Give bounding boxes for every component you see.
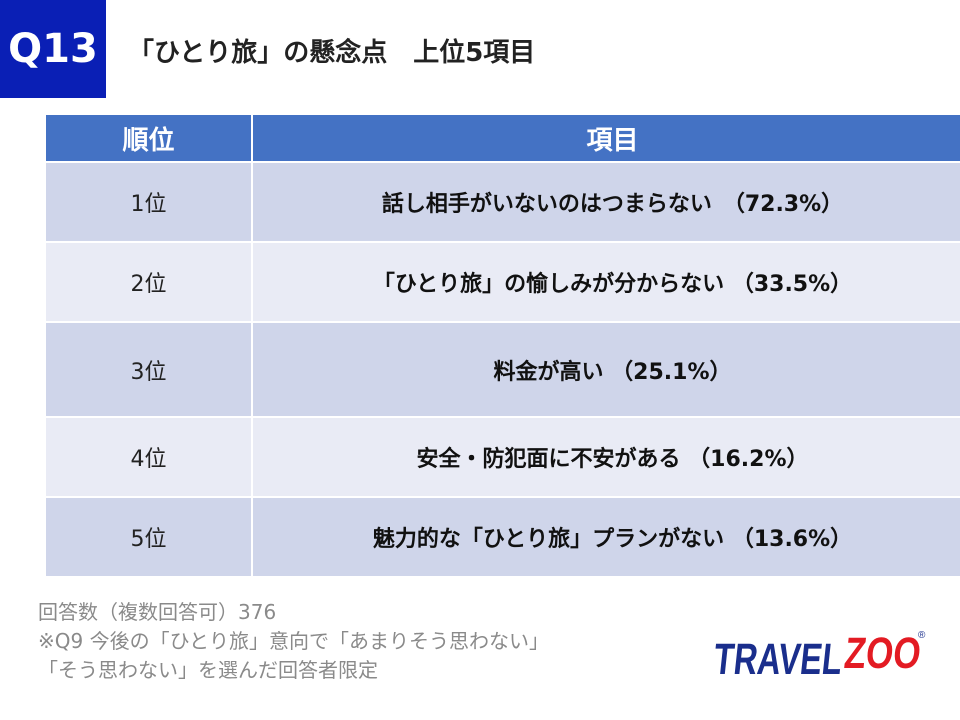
- logo-text-zoo: ZOO: [842, 629, 923, 678]
- travelzoo-logo: TRAVEL ZOO ®: [711, 629, 926, 684]
- table-row: 1位 話し相手がいないのはつまらない （72.3%）: [46, 161, 960, 241]
- rank-cell: 4位: [46, 418, 253, 496]
- table-header-row: 順位 項目: [46, 115, 960, 161]
- item-cell: 料金が高い （25.1%）: [493, 359, 732, 385]
- table-row: 4位 安全・防犯面に不安がある （16.2%）: [46, 416, 960, 496]
- table-row: 5位 魅力的な「ひとり旅」プランがない （13.6%）: [46, 496, 960, 576]
- rank-cell: 1位: [46, 163, 253, 241]
- footnotes: 回答数（複数回答可）376 ※Q9 今後の「ひとり旅」意向で「あまりそう思わない…: [38, 598, 549, 685]
- rank-cell: 3位: [46, 323, 253, 416]
- rank-cell: 2位: [46, 243, 253, 321]
- question-number-badge: Q13: [0, 0, 106, 98]
- table-row: 2位 「ひとり旅」の愉しみが分からない （33.5%）: [46, 241, 960, 321]
- header-item: 項目: [586, 125, 639, 156]
- footnote-condition-cont: 「そう思わない」を選んだ回答者限定: [38, 658, 378, 682]
- ranking-table: 順位 項目 1位 話し相手がいないのはつまらない （72.3%） 2位 「ひとり…: [46, 115, 960, 576]
- item-cell: 話し相手がいないのはつまらない （72.3%）: [381, 192, 844, 217]
- registered-mark: ®: [918, 630, 926, 641]
- table-row: 3位 料金が高い （25.1%）: [46, 321, 960, 416]
- item-cell: 安全・防犯面に不安がある （16.2%）: [416, 447, 809, 472]
- footnote-response-count: 回答数（複数回答可）376: [38, 600, 277, 624]
- item-cell: 「ひとり旅」の愉しみが分からない （33.5%）: [372, 272, 853, 297]
- footnote-condition: ※Q9 今後の「ひとり旅」意向で「あまりそう思わない」: [38, 629, 549, 653]
- page-title: 「ひとり旅」の懸念点 上位5項目: [128, 37, 536, 68]
- item-cell: 魅力的な「ひとり旅」プランがない （13.6%）: [372, 527, 853, 552]
- rank-cell: 5位: [46, 498, 253, 576]
- logo-text-travel: TRAVEL: [711, 635, 844, 684]
- header-rank: 順位: [46, 115, 253, 161]
